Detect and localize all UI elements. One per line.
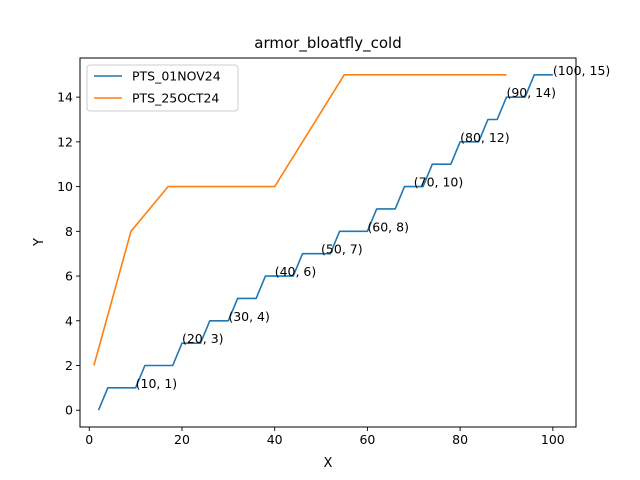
y-tick-label: 4 bbox=[65, 313, 73, 328]
x-tick-label: 20 bbox=[174, 432, 190, 447]
y-axis-label: Y bbox=[32, 238, 47, 247]
x-axis: 0 20 40 60 80 100 bbox=[85, 427, 565, 447]
point-annotation: (60, 8) bbox=[367, 219, 409, 234]
point-annotation: (80, 12) bbox=[460, 130, 510, 145]
series-line-0 bbox=[97, 73, 553, 411]
y-tick-label: 14 bbox=[57, 90, 73, 105]
x-axis-label: X bbox=[324, 456, 333, 471]
series-line-1 bbox=[93, 73, 507, 366]
point-annotation: (10, 1) bbox=[136, 376, 178, 391]
point-annotation: (50, 7) bbox=[321, 242, 363, 257]
y-tick-label: 12 bbox=[57, 134, 73, 149]
y-tick-label: 2 bbox=[65, 358, 73, 373]
point-annotation: (40, 6) bbox=[275, 264, 317, 279]
y-tick-label: 8 bbox=[65, 224, 73, 239]
legend-label: PTS_01NOV24 bbox=[132, 69, 221, 84]
point-annotation: (20, 3) bbox=[182, 331, 224, 346]
x-tick-label: 60 bbox=[359, 432, 375, 447]
x-tick-label: 100 bbox=[541, 432, 565, 447]
x-tick-label: 80 bbox=[452, 432, 468, 447]
legend-label: PTS_25OCT24 bbox=[132, 91, 219, 106]
x-tick-label: 0 bbox=[85, 432, 93, 447]
point-annotation: (100, 15) bbox=[553, 63, 610, 78]
legend: PTS_01NOV24 PTS_25OCT24 bbox=[86, 64, 239, 112]
x-tick-label: 40 bbox=[267, 432, 283, 447]
y-axis: 0 2 4 6 8 10 12 14 bbox=[57, 90, 80, 418]
chart-title: armor_bloatfly_cold bbox=[254, 34, 401, 53]
legend-box bbox=[86, 64, 239, 112]
y-tick-label: 0 bbox=[65, 403, 73, 418]
plot-area-frame bbox=[79, 57, 577, 428]
data-layer bbox=[93, 73, 553, 411]
point-annotation: (30, 4) bbox=[228, 309, 270, 324]
point-annotations: (10, 1) (20, 3) (30, 4) (40, 6) (50, 7) (60, … bbox=[136, 63, 611, 391]
point-annotation: (90, 14) bbox=[506, 85, 556, 100]
y-tick-label: 6 bbox=[65, 269, 73, 284]
point-annotation: (70, 10) bbox=[414, 175, 464, 190]
y-tick-label: 10 bbox=[57, 179, 73, 194]
